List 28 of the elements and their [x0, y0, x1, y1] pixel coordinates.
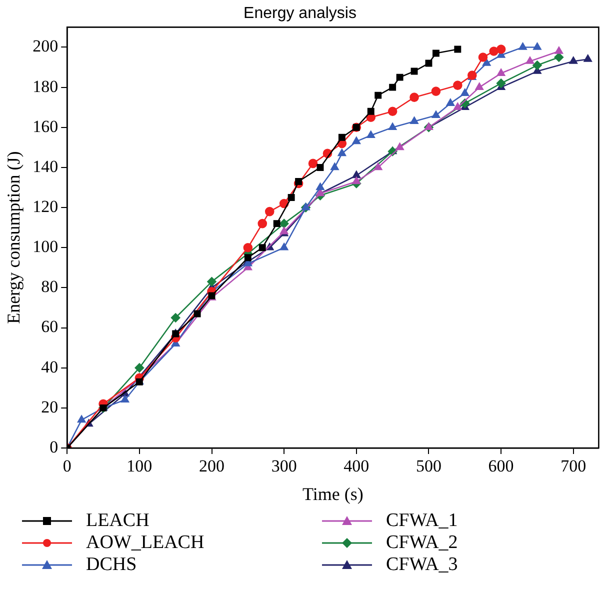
legend-label: AOW_LEACH [86, 532, 204, 554]
y-tick-label: 140 [32, 156, 58, 176]
y-tick-label: 160 [32, 116, 58, 136]
x-tick-label: 0 [62, 456, 72, 476]
y-tick-label: 0 [50, 437, 58, 456]
y-tick-label: 80 [41, 277, 58, 296]
x-tick-label: 200 [199, 456, 225, 476]
y-tick-label: 200 [32, 36, 58, 56]
legend-label: CFWA_1 [386, 510, 458, 532]
x-tick-label: 500 [416, 456, 442, 476]
legend-label: CFWA_2 [386, 532, 458, 554]
x-axis-title: Time (s) [302, 484, 364, 504]
y-tick-label: 20 [41, 397, 58, 416]
y-axis-title: Energy consumption (J) [4, 151, 24, 324]
y-tick-label: 180 [32, 76, 58, 96]
y-tick-label: 120 [32, 197, 58, 216]
x-tick-label: 400 [344, 456, 370, 476]
chart-title: Energy analysis [244, 5, 356, 22]
x-tick-label: 100 [126, 456, 152, 476]
y-tick-label: 60 [41, 317, 58, 336]
y-tick-label: 40 [41, 357, 58, 376]
x-tick-label: 700 [560, 456, 586, 476]
legend-label: DCHS [86, 554, 137, 576]
legend-label: CFWA_3 [386, 554, 458, 576]
x-tick-label: 300 [271, 456, 297, 476]
y-tick-label: 100 [32, 237, 58, 256]
x-tick-label: 600 [488, 456, 514, 476]
legend-label: LEACH [86, 510, 150, 532]
